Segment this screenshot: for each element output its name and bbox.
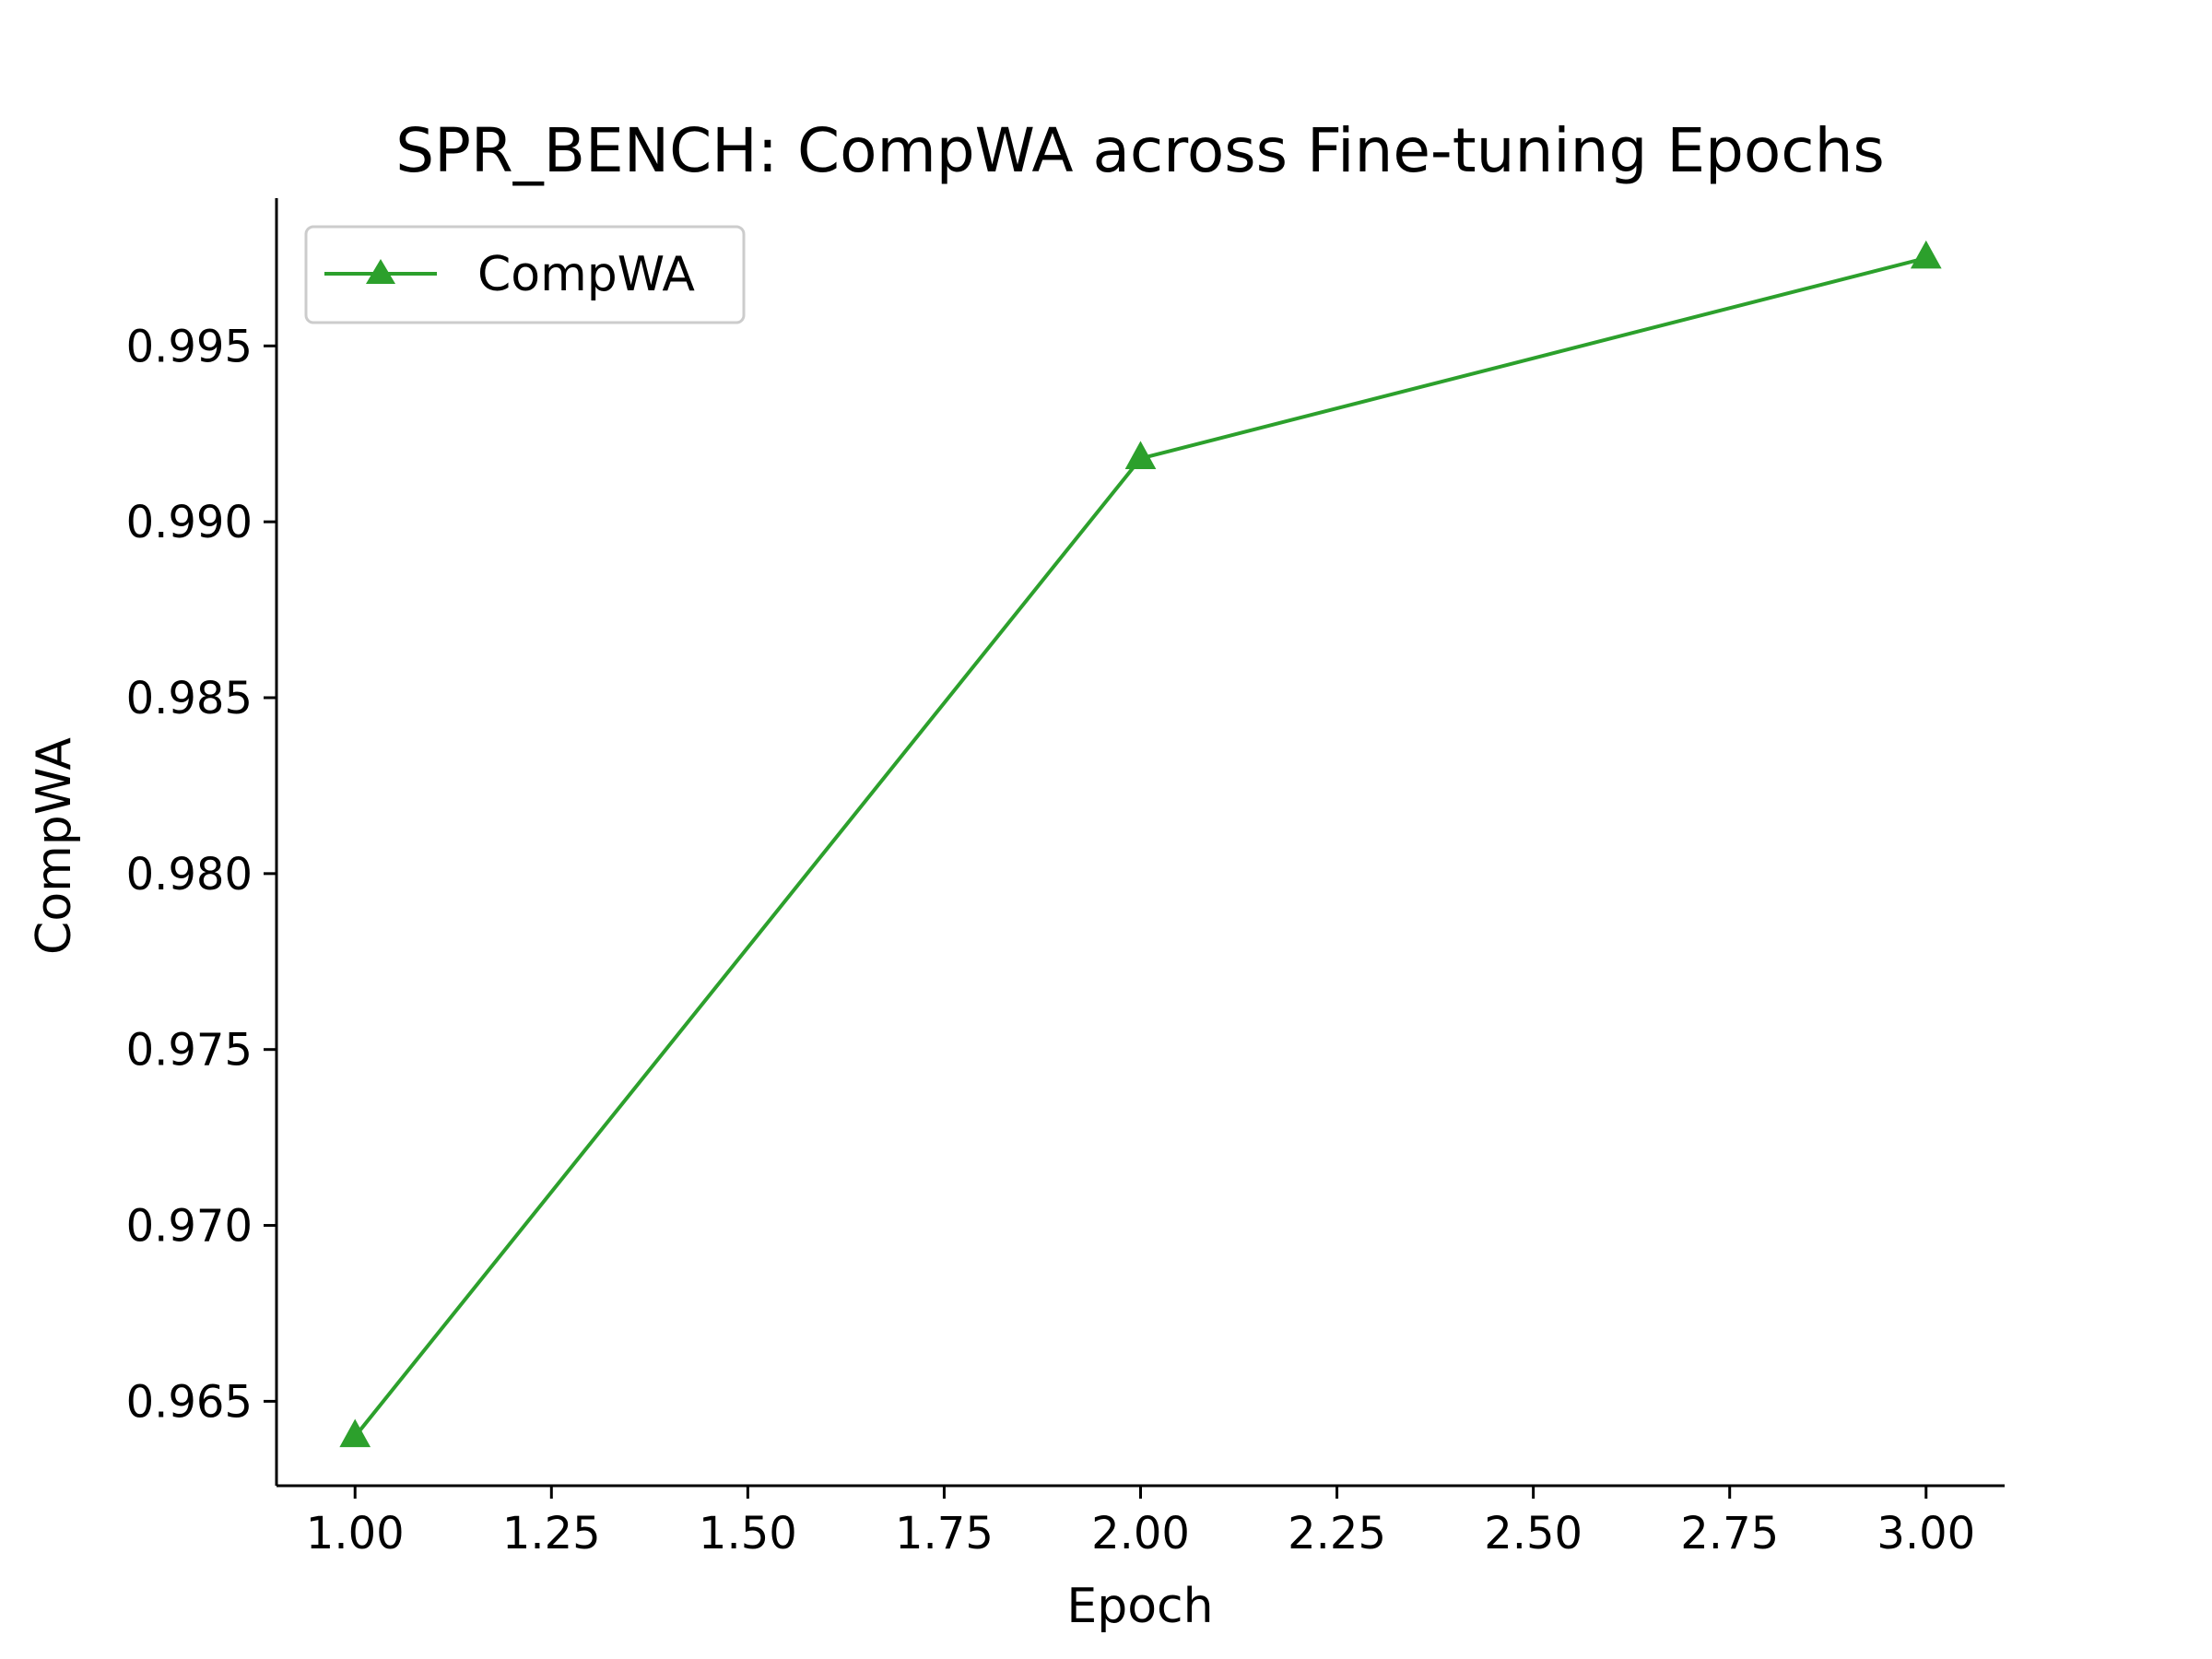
x-axis-label: Epoch bbox=[1066, 1579, 1213, 1634]
y-tick-label: 0.970 bbox=[126, 1201, 253, 1253]
y-axis-label: CompWA bbox=[27, 737, 82, 955]
legend-marker-triangle bbox=[366, 259, 395, 284]
series-layer bbox=[339, 240, 1942, 1448]
x-tick-label: 2.00 bbox=[1091, 1508, 1190, 1559]
chart-title: SPR_BENCH: CompWA across Fine-tuning Epo… bbox=[395, 115, 1885, 186]
data-point-marker bbox=[1910, 240, 1942, 269]
x-tick-label: 1.25 bbox=[502, 1508, 601, 1559]
y-ticks: 0.965 0.970 0.975 0.980 0.985 0.990 0.995 bbox=[126, 321, 276, 1428]
y-tick-label: 0.980 bbox=[126, 849, 253, 900]
x-tick-label: 1.50 bbox=[699, 1508, 797, 1559]
x-tick-label: 1.00 bbox=[306, 1508, 405, 1559]
y-tick-label: 0.990 bbox=[126, 497, 253, 548]
legend-frame bbox=[304, 225, 746, 324]
y-tick-label: 0.965 bbox=[126, 1376, 253, 1428]
y-tick-label: 0.975 bbox=[126, 1025, 253, 1077]
series-line-compwa bbox=[353, 255, 1927, 1438]
x-tick-label: 3.00 bbox=[1877, 1508, 1975, 1559]
y-tick-label: 0.995 bbox=[126, 321, 253, 372]
legend-label: CompWA bbox=[477, 247, 695, 302]
legend: CompWA bbox=[304, 225, 746, 324]
data-point-marker bbox=[339, 1418, 371, 1448]
x-ticks: 1.00 1.25 1.50 1.75 2.00 2.25 2.50 2.75 3.00 bbox=[306, 1486, 1975, 1559]
plot-area: 1.00 1.25 1.50 1.75 2.00 2.25 2.50 2.75 3.00 0.9… bbox=[126, 198, 2005, 1559]
data-point-marker bbox=[1124, 441, 1157, 469]
y-tick-label: 0.985 bbox=[126, 673, 253, 724]
x-tick-label: 1.75 bbox=[895, 1508, 994, 1559]
x-tick-label: 2.50 bbox=[1484, 1508, 1583, 1559]
x-tick-label: 2.25 bbox=[1288, 1508, 1386, 1559]
x-tick-label: 2.75 bbox=[1680, 1508, 1779, 1559]
